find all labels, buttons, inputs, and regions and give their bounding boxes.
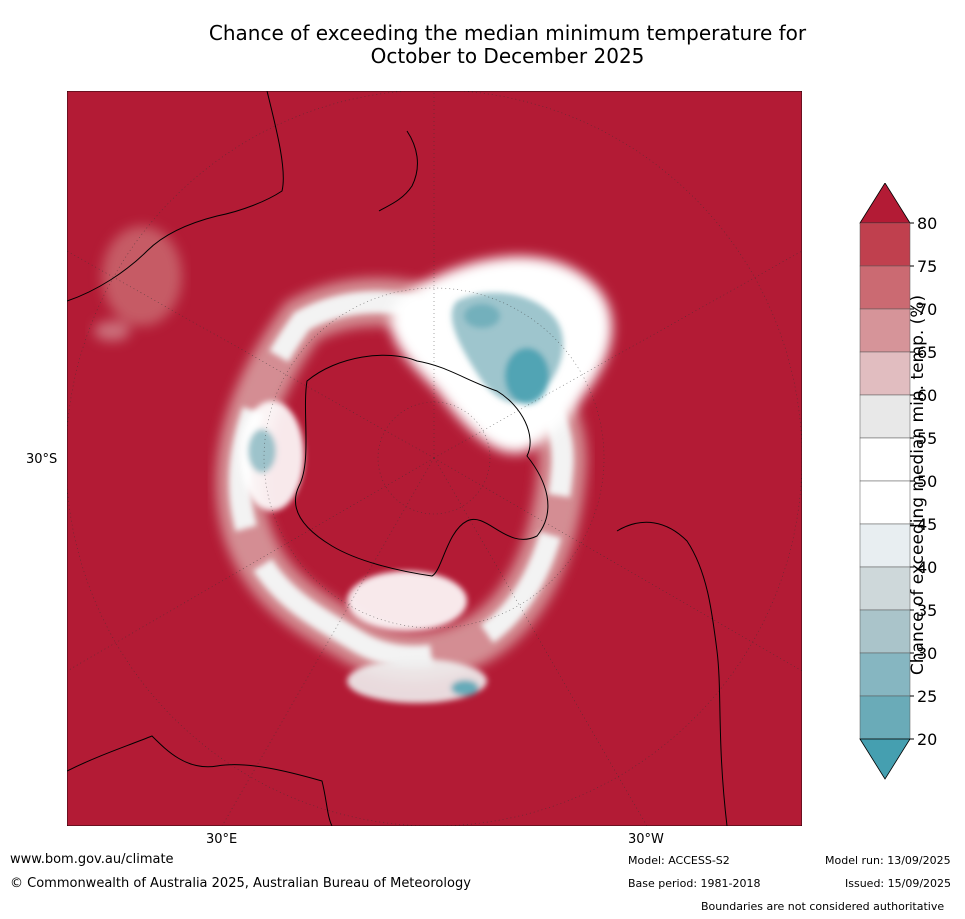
disclaimer-text: Boundaries are not considered authoritat… xyxy=(701,900,945,913)
graticule xyxy=(67,91,802,826)
lon-label-30w: 30°W xyxy=(628,832,664,847)
australia-coast xyxy=(67,91,284,302)
colorbar-swatch xyxy=(859,351,911,396)
colorbar-tick-label: 50 xyxy=(917,472,937,491)
anomaly-east-pacific-core xyxy=(451,292,564,404)
colorbar-tick-label: 35 xyxy=(917,601,937,620)
colorbar-swatch xyxy=(859,695,911,740)
colorbar-tick-label: 80 xyxy=(917,214,937,233)
colorbar-swatch xyxy=(859,222,911,267)
colorbar-tick-label: 70 xyxy=(917,300,937,319)
colorbar-swatch xyxy=(859,265,911,310)
colorbar-tick-label: 45 xyxy=(917,515,937,534)
coastlines xyxy=(67,91,728,826)
colorbar-tick-label: 55 xyxy=(917,429,937,448)
colorbar-tick-label: 25 xyxy=(917,687,937,706)
probability-map xyxy=(67,91,802,826)
colorbar-tick-label: 40 xyxy=(917,558,937,577)
colorbar-tick-label: 60 xyxy=(917,386,937,405)
lat-label-30s: 30°S xyxy=(26,452,58,467)
title-line-1: Chance of exceeding the median minimum t… xyxy=(208,21,807,45)
anomaly-south-atlantic xyxy=(347,571,487,703)
lon-label-30e: 30°E xyxy=(206,832,238,847)
anomaly-australia xyxy=(94,226,182,341)
colorbar-ticks: 80 75 70 65 60 55 50 45 40 35 30 25 20 xyxy=(910,214,937,749)
colorbar-swatch xyxy=(859,394,911,439)
africa-coast xyxy=(67,735,333,826)
colorbar-tick-label: 30 xyxy=(917,644,937,663)
new-zealand-coast xyxy=(378,130,418,212)
title-line-2: October to December 2025 xyxy=(370,44,645,68)
colorbar-tick-label: 65 xyxy=(917,343,937,362)
colorbar-extend-bottom xyxy=(859,738,911,780)
south-america-coast xyxy=(616,521,728,826)
colorbar-swatch xyxy=(859,566,911,611)
colorbar-extend-top xyxy=(859,183,911,224)
colorbar: 80 75 70 65 60 55 50 45 40 35 30 25 20 xyxy=(859,183,937,780)
colorbar-swatch xyxy=(859,480,911,525)
antarctica-coast xyxy=(294,354,549,577)
base-period-text: Base period: 1981-2018 xyxy=(628,877,761,890)
colorbar-tick-label: 75 xyxy=(917,257,937,276)
model-text: Model: ACCESS-S2 xyxy=(628,854,730,867)
copyright-text: © Commonwealth of Australia 2025, Austra… xyxy=(10,876,471,891)
colorbar-swatch xyxy=(859,308,911,353)
colorbar-title: Chance of exceeding median min. temp. (%… xyxy=(908,294,928,676)
colorbar-swatch xyxy=(859,437,911,482)
website-link[interactable]: www.bom.gov.au/climate xyxy=(10,852,174,867)
model-run-text: Model run: 13/09/2025 xyxy=(825,854,951,867)
colorbar-swatches xyxy=(859,183,911,780)
colorbar-tick-label: 20 xyxy=(917,730,937,749)
colorbar-swatch xyxy=(859,523,911,568)
colorbar-swatch xyxy=(859,652,911,697)
map-title: Chance of exceeding the median minimum t… xyxy=(150,22,865,68)
colorbar-swatch xyxy=(859,609,911,654)
issued-text: Issued: 15/09/2025 xyxy=(845,877,952,890)
anomaly-indian-ocean xyxy=(240,401,304,511)
